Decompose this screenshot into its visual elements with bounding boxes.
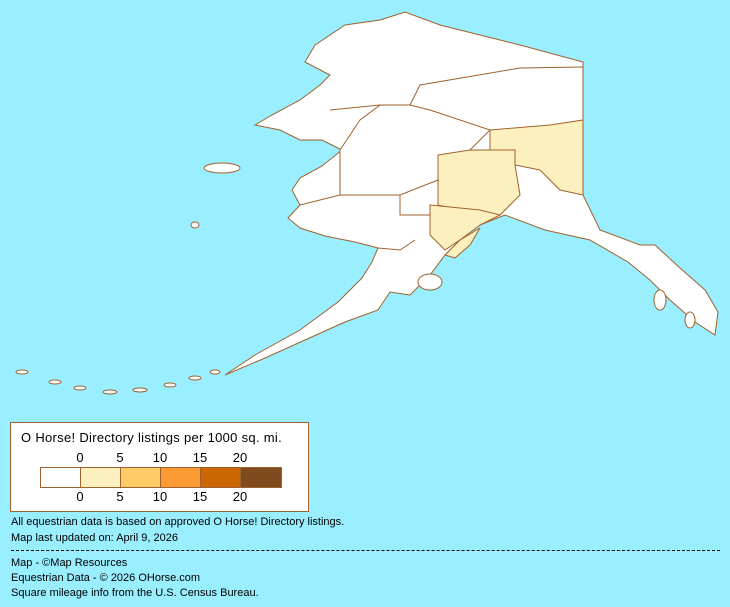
legend-top-label: 15 <box>192 450 208 465</box>
legend-bottom-label: 0 <box>76 489 84 504</box>
st-lawrence-island <box>203 162 241 174</box>
legend-bottom-label: 20 <box>232 489 248 504</box>
map-credit: Map - ©Map Resources <box>11 557 128 569</box>
divider <box>11 550 720 551</box>
alaska-map <box>15 11 719 395</box>
data-basis-note: All equestrian data is based on approved… <box>11 516 345 528</box>
data-credit: Equestrian Data - © 2026 OHorse.com <box>11 572 201 584</box>
swatch-15-20 <box>201 468 241 487</box>
legend-bottom-label: 10 <box>152 489 168 504</box>
borough-southeast-fairbanks <box>489 119 584 196</box>
legend-bottom-label: 5 <box>116 489 124 504</box>
legend-bottom-label: 15 <box>192 489 208 504</box>
legend-title: O Horse! Directory listings per 1000 sq.… <box>21 430 283 445</box>
legend: O Horse! Directory listings per 1000 sq.… <box>10 422 309 512</box>
legend-top-label: 0 <box>76 450 84 465</box>
swatch-0-5 <box>81 468 121 487</box>
swatch-0 <box>41 468 81 487</box>
kodiak-island <box>417 273 443 291</box>
borough-fairbanks <box>437 149 521 216</box>
interior-region <box>339 104 491 196</box>
swatch-20-plus <box>241 468 281 487</box>
updated-note: Map last updated on: April 9, 2026 <box>11 532 178 544</box>
legend-top-label: 20 <box>232 450 248 465</box>
borough-north-slope <box>329 66 584 111</box>
mileage-credit: Square mileage info from the U.S. Census… <box>11 587 259 599</box>
legend-top-label: 5 <box>116 450 124 465</box>
borough-kenai <box>444 227 481 259</box>
borough-matsu <box>429 204 502 251</box>
color-ramp <box>40 467 282 488</box>
swatch-5-10 <box>121 468 161 487</box>
legend-top-label: 10 <box>152 450 168 465</box>
swatch-10-15 <box>161 468 201 487</box>
